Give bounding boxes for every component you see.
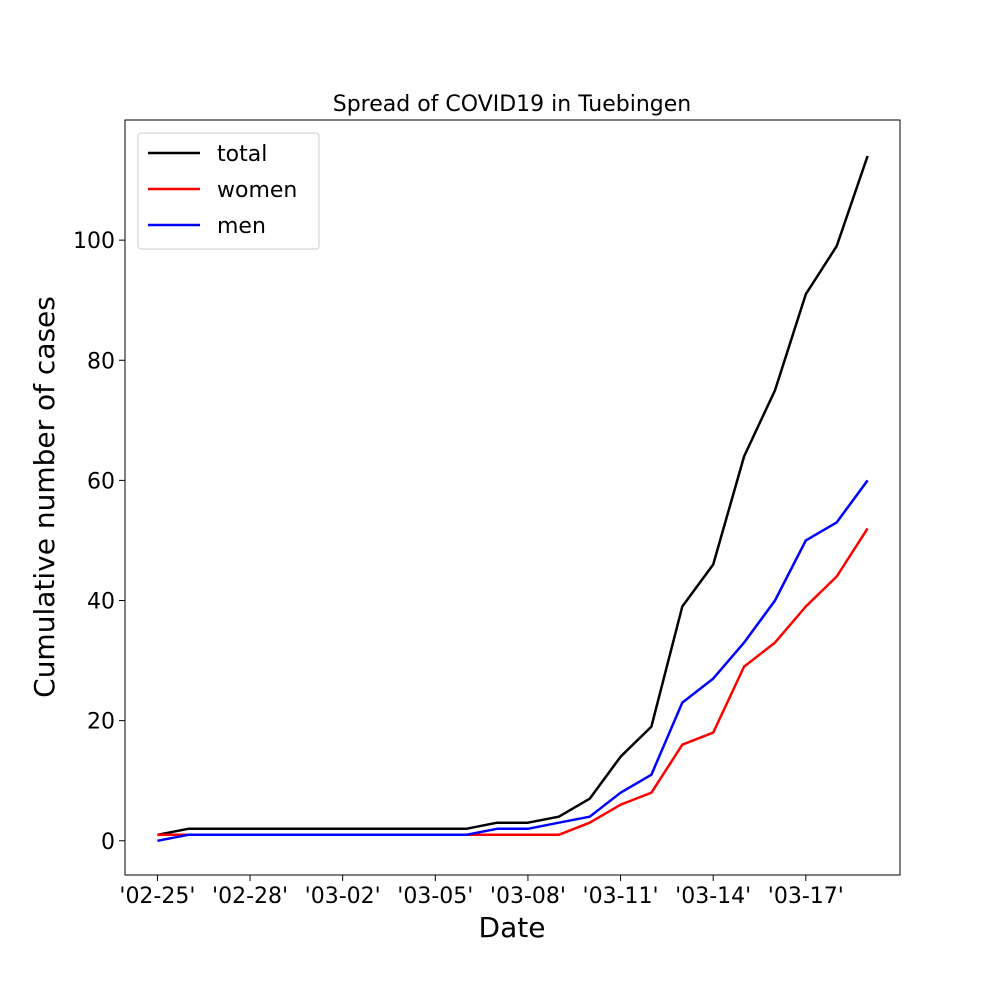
x-tick-label: '03-14'	[675, 884, 751, 909]
y-tick-label: 20	[87, 710, 115, 735]
legend-label-men: men	[217, 214, 266, 239]
series-line-total	[157, 155, 869, 837]
legend-box	[137, 132, 320, 250]
x-tick-label: '03-08'	[490, 884, 566, 909]
legend-label-women: women	[217, 178, 297, 203]
y-tick-label: 80	[87, 349, 115, 374]
y-tick-label: 0	[101, 830, 115, 855]
chart-title: Spread of COVID19 in Tuebingen	[333, 92, 692, 117]
x-tick-label: '02-28'	[212, 884, 288, 909]
x-tick-label: '03-02'	[305, 884, 381, 909]
legend-items: total women men	[148, 142, 297, 239]
y-tick-label: 100	[73, 229, 115, 254]
y-tick-label: 60	[87, 469, 115, 494]
legend: total women men	[137, 132, 320, 250]
y-axis-title: Cumulative number of cases	[28, 296, 61, 698]
x-tick-label: '03-05'	[397, 884, 473, 909]
y-axis: 0 20 40 60 80 100	[73, 229, 125, 855]
series-line-women	[157, 527, 869, 837]
x-tick-label: '02-25'	[119, 884, 195, 909]
x-tick-label: '03-11'	[583, 884, 659, 909]
plot-frame	[124, 119, 901, 876]
series-line-men	[157, 479, 869, 843]
legend-label-total: total	[217, 142, 267, 167]
x-axis: '02-25' '02-28' '03-02' '03-05' '03-08' '03-1…	[119, 875, 844, 909]
x-tick-label: '03-17'	[768, 884, 844, 909]
y-tick-label: 40	[87, 590, 115, 615]
plot-lines	[157, 155, 869, 843]
x-axis-title: Date	[479, 911, 546, 944]
